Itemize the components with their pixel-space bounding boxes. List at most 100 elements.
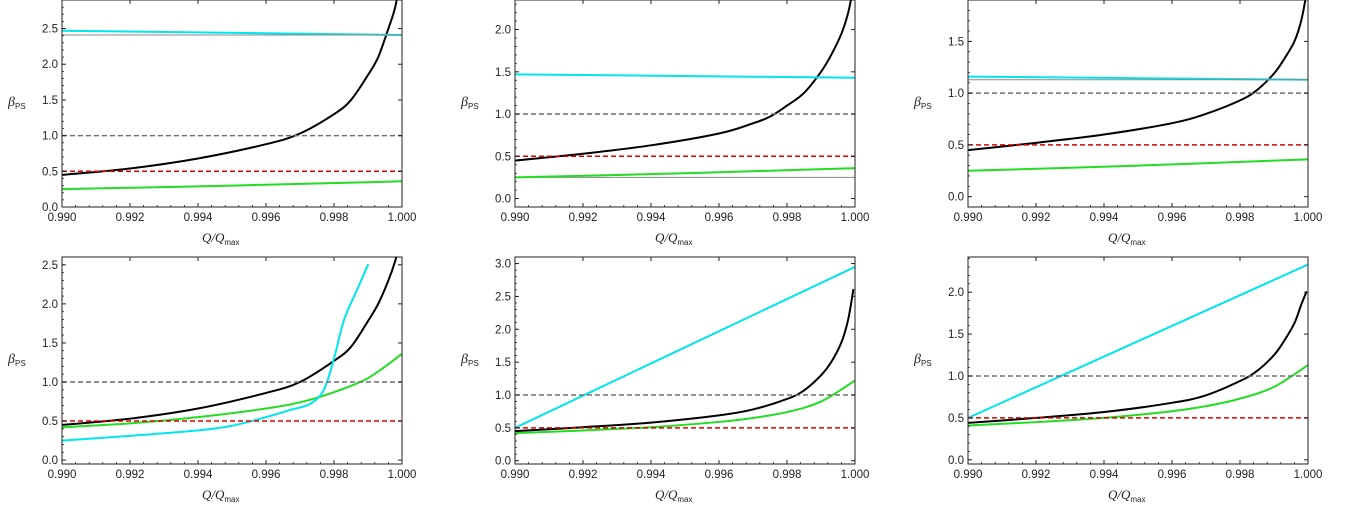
y-tick-label: 1.5 xyxy=(948,36,964,48)
x-axis-label: Q/Qmax xyxy=(1108,231,1146,247)
x-tick-label: 0.998 xyxy=(1226,469,1255,481)
x-axis-label-text: Q/Q xyxy=(202,487,225,502)
x-tick-label: 0.992 xyxy=(116,469,145,481)
series-line-cyan-curve xyxy=(968,75,1308,81)
y-tick-label: 0.5 xyxy=(42,166,58,178)
y-tick-label: 2.0 xyxy=(495,324,511,336)
x-tick-label: 0.994 xyxy=(184,212,213,224)
x-tick-label: 0.992 xyxy=(1022,212,1051,224)
x-tick-label: 0.994 xyxy=(184,469,213,481)
y-axis-label-symbol: β xyxy=(914,351,921,367)
series-group xyxy=(62,0,402,191)
series-group xyxy=(62,257,402,442)
x-axis-label-subscript: max xyxy=(224,238,240,247)
y-axis-label-subscript: PS xyxy=(467,101,479,111)
x-tick-label: 0.996 xyxy=(252,212,281,224)
y-tick-label: 1.0 xyxy=(948,371,964,383)
chart-svg: 0.990 0.992 0.994 0.996 0.998 1.000 0.0 0.5 1.0 1… xyxy=(495,0,869,224)
y-axis-label: βPS xyxy=(461,94,479,111)
y-axis-label-symbol: β xyxy=(461,351,468,367)
y-tick-label: 0.5 xyxy=(948,140,964,152)
y-tick-label: 0.5 xyxy=(495,151,511,163)
x-tick-label: 0.996 xyxy=(1158,212,1187,224)
series-group xyxy=(968,0,1308,172)
y-axis-label: βPS xyxy=(8,351,26,368)
x-tick-label: 0.996 xyxy=(1158,469,1187,481)
y-axis-label-subscript: PS xyxy=(467,358,479,368)
plot-frame xyxy=(514,0,856,208)
y-tick-label: 1.5 xyxy=(948,329,964,341)
chart-svg: 0.990 0.992 0.994 0.996 0.998 1.000 0.0 0.5 1.0 1… xyxy=(495,256,869,481)
x-tick-label: 0.994 xyxy=(1090,469,1119,481)
x-tick-label: 0.998 xyxy=(320,212,349,224)
y-tick-label: 1.5 xyxy=(495,357,511,369)
x-tick-label: 0.994 xyxy=(637,212,666,224)
y-axis-label-symbol: β xyxy=(8,351,15,367)
plot-frame xyxy=(514,256,856,465)
x-tick-label: 0.992 xyxy=(569,212,598,224)
x-tick-label: 0.994 xyxy=(1090,212,1119,224)
y-tick-label: 2.5 xyxy=(42,24,58,36)
y-axis-label: βPS xyxy=(8,94,26,111)
x-tick-label: 0.998 xyxy=(1226,212,1255,224)
y-tick-label: 0.0 xyxy=(495,194,511,206)
series-line-black-curve xyxy=(515,0,852,162)
x-axis-label-subscript: max xyxy=(1130,495,1146,504)
x-tick-label: 0.992 xyxy=(1022,469,1051,481)
y-axis-label-subscript: PS xyxy=(14,101,26,111)
series-line-green-curve xyxy=(515,379,855,435)
x-axis-label-subscript: max xyxy=(677,238,693,247)
series-line-cyan-curve xyxy=(968,263,1308,419)
x-axis-label: Q/Qmax xyxy=(1108,488,1146,504)
y-tick-label: 2.5 xyxy=(495,291,511,303)
x-axis-label-text: Q/Q xyxy=(202,230,225,245)
x-axis-label: Q/Qmax xyxy=(202,488,240,504)
x-tick-label: 1.000 xyxy=(1294,469,1323,481)
x-axis-label-text: Q/Q xyxy=(655,487,678,502)
chart-panel-2: 0.990 0.992 0.994 0.996 0.998 1.000 0.0 0.5 1.0 1… xyxy=(453,0,906,257)
series-line-black-curve xyxy=(968,0,1307,152)
x-tick-label: 0.992 xyxy=(116,212,145,224)
x-tick-label: 0.990 xyxy=(48,212,77,224)
x-tick-label: 0.996 xyxy=(705,469,734,481)
y-tick-label: 0.5 xyxy=(495,423,511,435)
y-axis-label: βPS xyxy=(461,351,479,368)
y-tick-label: 3.0 xyxy=(495,259,511,271)
series-line-cyan-curve xyxy=(515,73,855,79)
y-tick-label: 0.0 xyxy=(42,455,58,467)
chart-svg: 0.990 0.992 0.994 0.996 0.998 1.000 0.0 0.5 1.0 1… xyxy=(42,0,416,224)
x-axis-label: Q/Qmax xyxy=(655,488,693,504)
x-axis-label-text: Q/Q xyxy=(1108,230,1131,245)
chart-svg: 0.990 0.992 0.994 0.996 0.998 1.000 0.0 0.5 1.0 1… xyxy=(42,256,417,481)
chart-panel-5: 0.990 0.992 0.994 0.996 0.998 1.000 0.0 0.5 1.0 1… xyxy=(453,256,906,514)
series-line-cyan-curve xyxy=(62,29,402,36)
y-tick-label: 0.5 xyxy=(948,413,964,425)
series-group xyxy=(968,263,1308,427)
y-tick-label: 0.0 xyxy=(948,455,964,467)
series-line-cyan-curve xyxy=(515,265,855,429)
y-tick-label: 1.0 xyxy=(42,377,58,389)
series-line-green-curve xyxy=(968,364,1308,427)
series-line-cyan-curve xyxy=(62,263,369,442)
x-tick-label: 0.994 xyxy=(637,469,666,481)
y-tick-label: 0.5 xyxy=(42,416,58,428)
y-axis-label-symbol: β xyxy=(8,94,15,110)
chart-svg: 0.990 0.992 0.994 0.996 0.998 1.000 0.0 0.5 1.0 1… xyxy=(948,256,1323,481)
y-axis-label-symbol: β xyxy=(461,94,468,110)
plot-frame xyxy=(61,256,403,465)
chart-panel-1: 0.990 0.992 0.994 0.996 0.998 1.000 0.0 0.5 1.0 1… xyxy=(0,0,453,257)
x-axis-label-subscript: max xyxy=(1130,238,1146,247)
y-tick-label: 0.0 xyxy=(948,192,964,204)
series-line-black-curve xyxy=(968,291,1308,424)
y-tick-label: 1.5 xyxy=(42,95,58,107)
y-tick-label: 1.0 xyxy=(495,109,511,121)
x-tick-label: 1.000 xyxy=(388,469,417,481)
x-tick-label: 0.992 xyxy=(569,469,598,481)
y-axis-label-subscript: PS xyxy=(920,358,932,368)
y-tick-label: 1.5 xyxy=(495,67,511,79)
x-tick-label: 0.990 xyxy=(48,469,77,481)
x-tick-label: 0.990 xyxy=(501,212,530,224)
plot-frame xyxy=(967,256,1309,465)
y-axis-label-symbol: β xyxy=(914,94,921,110)
series-line-black-curve xyxy=(62,257,398,426)
